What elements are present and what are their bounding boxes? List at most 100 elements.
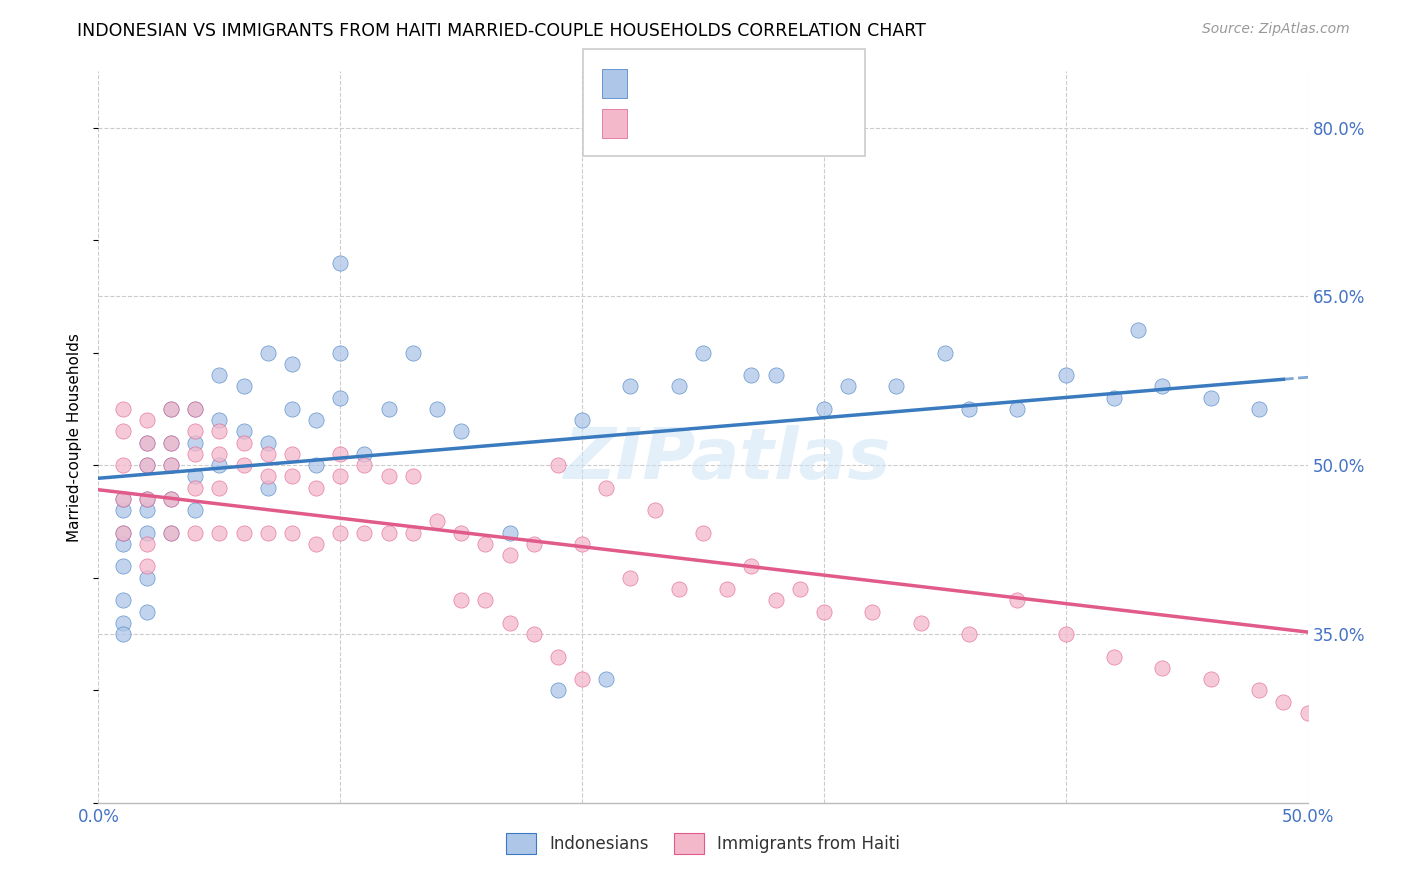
Point	[111, 525, 134, 540]
Point	[111, 593, 134, 607]
Point	[547, 649, 569, 664]
Text: Source: ZipAtlas.com: Source: ZipAtlas.com	[1202, 22, 1350, 37]
Point	[1249, 683, 1271, 698]
Point	[111, 425, 134, 439]
Point	[208, 447, 231, 461]
Point	[1128, 323, 1150, 337]
Point	[1054, 368, 1077, 383]
Point	[571, 672, 593, 686]
Point	[353, 525, 375, 540]
Text: 0.325: 0.325	[679, 73, 731, 91]
Point	[232, 425, 254, 439]
Point	[305, 458, 328, 473]
Point	[692, 345, 714, 359]
Point	[208, 425, 231, 439]
Text: 67: 67	[775, 73, 797, 91]
Point	[160, 491, 183, 506]
Point	[160, 525, 183, 540]
Point	[402, 345, 425, 359]
Point	[208, 368, 231, 383]
Point	[1007, 593, 1029, 607]
Point	[450, 525, 472, 540]
Point	[668, 379, 690, 393]
Point	[377, 401, 399, 416]
Point	[232, 435, 254, 450]
Point	[692, 525, 714, 540]
Point	[716, 582, 738, 596]
Point	[135, 491, 157, 506]
Point	[208, 525, 231, 540]
Point	[184, 481, 207, 495]
Point	[595, 672, 617, 686]
Text: R =: R =	[637, 73, 668, 91]
Point	[547, 683, 569, 698]
Point	[305, 413, 328, 427]
Point	[135, 537, 157, 551]
Text: 80: 80	[775, 116, 797, 134]
Point	[281, 469, 304, 483]
Point	[135, 605, 157, 619]
Point	[571, 413, 593, 427]
Point	[111, 627, 134, 641]
Point	[184, 435, 207, 450]
Point	[329, 391, 352, 405]
Point	[523, 537, 546, 551]
Point	[281, 401, 304, 416]
Point	[813, 401, 835, 416]
Point	[1249, 401, 1271, 416]
Point	[789, 582, 811, 596]
Point	[668, 582, 690, 596]
Point	[353, 458, 375, 473]
Point	[523, 627, 546, 641]
Point	[547, 458, 569, 473]
Point	[813, 605, 835, 619]
Point	[135, 413, 157, 427]
Point	[619, 379, 641, 393]
Point	[402, 525, 425, 540]
Point	[184, 401, 207, 416]
Point	[160, 458, 183, 473]
Point	[1007, 401, 1029, 416]
Point	[160, 435, 183, 450]
Point	[765, 593, 787, 607]
Point	[111, 491, 134, 506]
Point	[135, 458, 157, 473]
Point	[256, 525, 278, 540]
Point	[160, 401, 183, 416]
Point	[402, 469, 425, 483]
Point	[111, 525, 134, 540]
Point	[184, 447, 207, 461]
Point	[329, 345, 352, 359]
Point	[450, 593, 472, 607]
Point	[135, 571, 157, 585]
Point	[595, 481, 617, 495]
Point	[644, 503, 666, 517]
Point	[111, 401, 134, 416]
Point	[256, 447, 278, 461]
Point	[281, 447, 304, 461]
Point	[498, 615, 520, 630]
Point	[450, 425, 472, 439]
Point	[619, 571, 641, 585]
Point	[232, 525, 254, 540]
Point	[740, 559, 762, 574]
Point	[160, 458, 183, 473]
Point	[305, 481, 328, 495]
Point	[281, 525, 304, 540]
Point	[135, 435, 157, 450]
Point	[837, 379, 859, 393]
Point	[184, 525, 207, 540]
Point	[426, 401, 449, 416]
Point	[740, 368, 762, 383]
Point	[934, 345, 956, 359]
Point	[860, 605, 883, 619]
Point	[135, 435, 157, 450]
Point	[208, 413, 231, 427]
Text: R =: R =	[637, 116, 668, 134]
Point	[910, 615, 932, 630]
Point	[305, 537, 328, 551]
Point	[208, 458, 231, 473]
Point	[184, 401, 207, 416]
Point	[111, 537, 134, 551]
Point	[571, 537, 593, 551]
